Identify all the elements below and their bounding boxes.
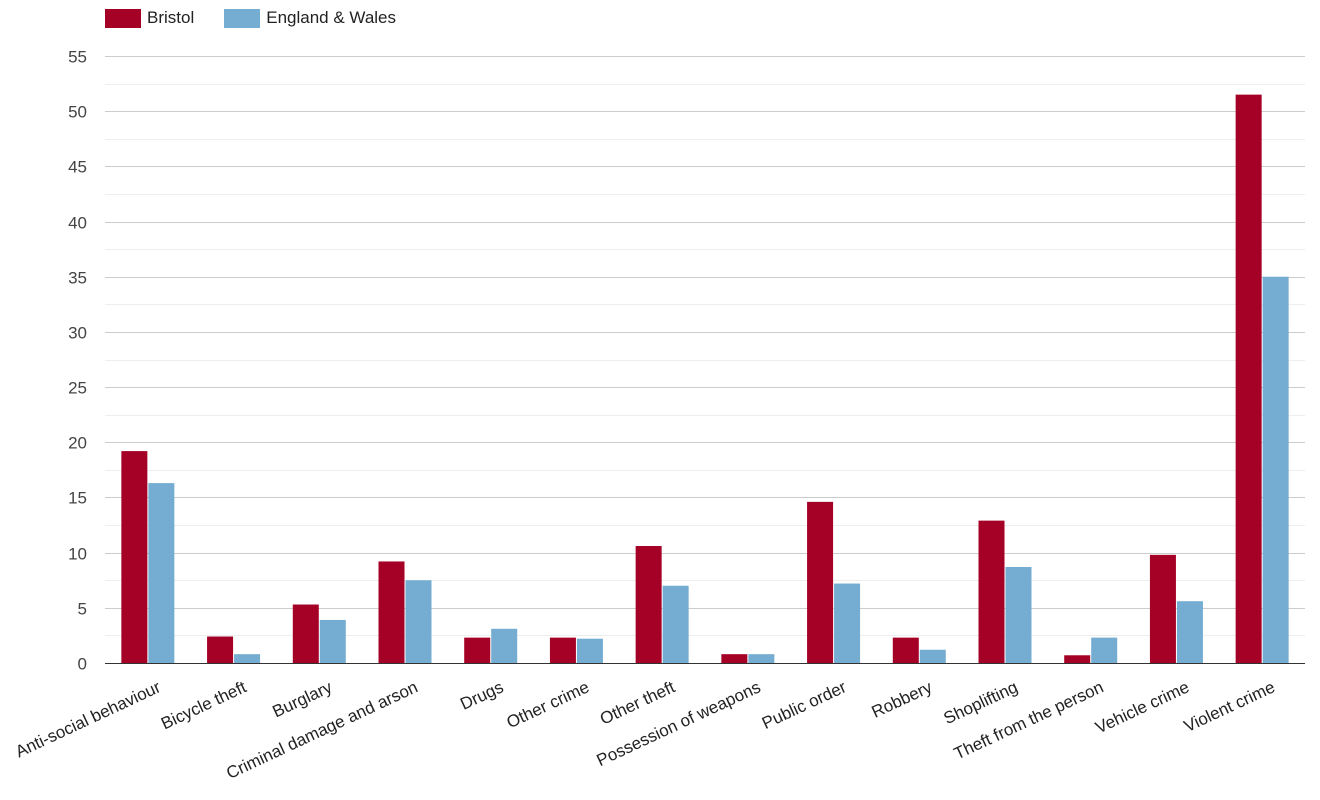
legend-label-bristol: Bristol: [147, 8, 195, 27]
bar-bristol[interactable]: [121, 451, 148, 663]
x-category-label: Vehicle crime: [1092, 677, 1192, 737]
bar-england-wales[interactable]: [576, 638, 603, 663]
bar-england-wales[interactable]: [1091, 637, 1118, 663]
bar-bristol[interactable]: [892, 637, 919, 663]
bar-bristol[interactable]: [635, 546, 662, 663]
bar-bristol[interactable]: [464, 637, 491, 663]
bar-england-wales[interactable]: [234, 654, 261, 663]
y-tick-label: 50: [68, 103, 87, 122]
bar-bristol[interactable]: [807, 501, 834, 663]
bar-england-wales[interactable]: [662, 585, 689, 663]
y-tick-label: 55: [68, 48, 87, 67]
bar-england-wales[interactable]: [319, 619, 346, 663]
legend-swatch-bristol: [105, 8, 141, 28]
bar-bristol[interactable]: [549, 637, 576, 663]
y-tick-label: 20: [68, 434, 87, 453]
y-tick-label: 10: [68, 545, 87, 564]
bar-bristol[interactable]: [978, 520, 1005, 663]
bar-bristol[interactable]: [207, 636, 234, 663]
y-tick-label: 40: [68, 214, 87, 233]
x-category-label: Bicycle theft: [158, 677, 249, 733]
bar-bristol[interactable]: [721, 654, 748, 663]
bar-england-wales[interactable]: [1262, 276, 1289, 663]
bar-england-wales[interactable]: [405, 580, 432, 663]
bar-england-wales[interactable]: [1176, 601, 1203, 663]
bar-england-wales[interactable]: [491, 628, 518, 663]
y-tick-label: 30: [68, 324, 87, 343]
bar-bristol[interactable]: [1235, 94, 1262, 664]
bar-bristol[interactable]: [1064, 655, 1091, 663]
y-tick-label: 5: [78, 600, 87, 619]
bar-england-wales[interactable]: [834, 583, 861, 663]
x-category-label: Public order: [759, 677, 850, 733]
bar-bristol[interactable]: [1149, 554, 1176, 663]
x-category-label: Drugs: [457, 677, 506, 713]
legend-label-england-wales: England & Wales: [266, 8, 397, 27]
bar-bristol[interactable]: [292, 604, 319, 663]
x-category-label: Anti-social behaviour: [12, 677, 163, 761]
x-category-label: Theft from the person: [951, 677, 1106, 763]
y-tick-label: 35: [68, 269, 87, 288]
bar-england-wales[interactable]: [748, 654, 775, 663]
y-tick-label: 25: [68, 379, 87, 398]
y-tick-label: 15: [68, 489, 87, 508]
x-category-label: Violent crime: [1181, 677, 1278, 736]
legend-item-england-wales[interactable]: England & Wales: [224, 8, 396, 28]
bar-england-wales[interactable]: [1005, 566, 1032, 663]
y-tick-label: 45: [68, 158, 87, 177]
legend-swatch-england-wales: [224, 8, 261, 28]
bar-england-wales[interactable]: [148, 483, 175, 663]
legend-item-bristol[interactable]: Bristol: [105, 8, 194, 28]
x-category-label: Robbery: [869, 677, 936, 722]
y-tick-label: 0: [78, 655, 87, 674]
chart-legend: Bristol England & Wales: [105, 6, 426, 30]
bar-england-wales[interactable]: [919, 649, 946, 663]
x-category-label: Burglary: [270, 677, 336, 721]
bar-bristol[interactable]: [378, 561, 405, 663]
x-category-label: Possession of weapons: [594, 677, 764, 770]
x-category-label: Other crime: [504, 677, 593, 732]
